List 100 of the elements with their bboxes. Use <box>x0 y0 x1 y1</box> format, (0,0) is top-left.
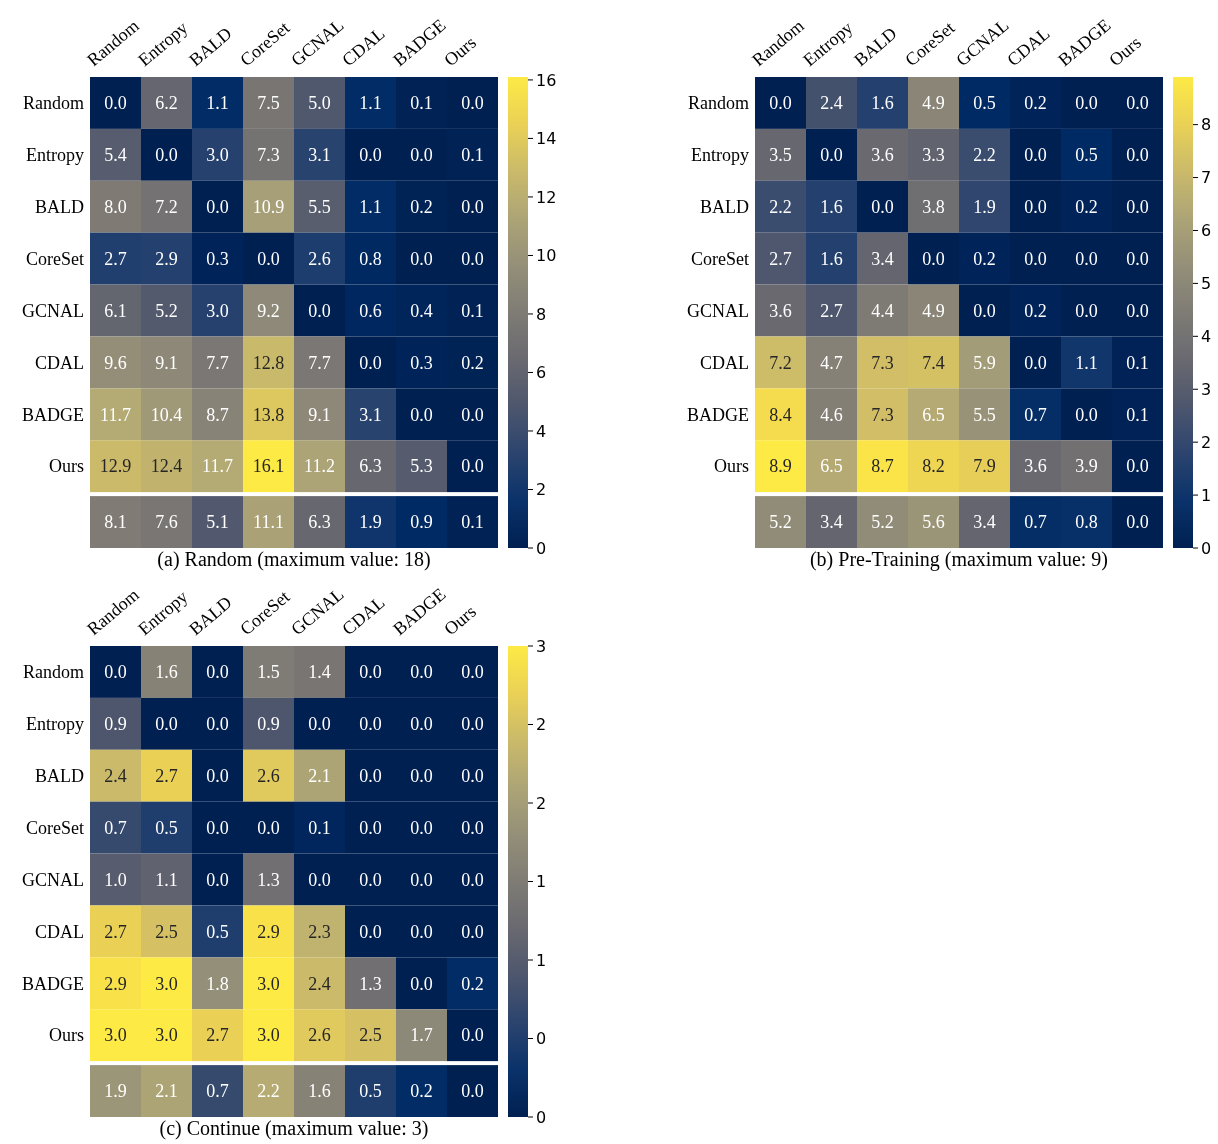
data-label: 3.0 <box>155 1025 178 1046</box>
data-label: 1.5 <box>257 662 280 683</box>
data-label: 0.0 <box>308 869 331 890</box>
color-bar-label: 3 <box>536 636 547 656</box>
color-bar-label: 1 <box>1201 485 1212 505</box>
data-label: 1.6 <box>155 662 178 683</box>
data-label: 0.5 <box>206 921 229 942</box>
data-label: 8.0 <box>104 197 127 218</box>
y-tick-label: CDAL <box>700 352 749 373</box>
data-label: 0.0 <box>1075 300 1098 321</box>
data-label: 0.0 <box>359 662 382 683</box>
data-label: 1.0 <box>104 869 127 890</box>
data-label: 0.0 <box>973 300 996 321</box>
data-label: 4.4 <box>871 300 894 321</box>
data-label: 3.1 <box>359 404 382 425</box>
data-label: 0.9 <box>410 512 433 533</box>
data-label: 0.0 <box>1024 197 1047 218</box>
data-label: 0.0 <box>410 145 433 166</box>
y-tick-label: Entropy <box>26 145 84 166</box>
data-label: 5.4 <box>104 145 127 166</box>
data-label: 6.3 <box>359 456 382 477</box>
data-label: 0.1 <box>1126 404 1149 425</box>
data-label: 0.5 <box>973 93 996 114</box>
data-label: 0.2 <box>1024 300 1047 321</box>
data-label: 9.1 <box>308 404 331 425</box>
text: (b) Pre-Training (maximum value: 9) <box>809 548 1109 571</box>
color-bar-label: 2 <box>1201 432 1212 452</box>
data-label: 0.0 <box>257 817 280 838</box>
data-label: 0.2 <box>973 248 996 269</box>
data-label: 3.6 <box>1024 456 1047 477</box>
color-bar-label: 1 <box>536 950 547 970</box>
data-label: 5.1 <box>206 512 229 533</box>
data-label: 5.2 <box>871 512 894 533</box>
data-label: 0.0 <box>410 662 433 683</box>
data-label: 2.1 <box>155 1081 178 1102</box>
data-label: 1.1 <box>1075 352 1098 373</box>
data-label: 7.6 <box>155 512 178 533</box>
data-label: 5.5 <box>308 197 331 218</box>
data-label: 0.2 <box>410 197 433 218</box>
data-label: 6.3 <box>308 512 331 533</box>
data-label: 5.2 <box>769 512 792 533</box>
y-tick-label: BADGE <box>687 404 749 425</box>
data-label: 6.5 <box>820 456 843 477</box>
data-label: 6.1 <box>104 300 127 321</box>
data-label: 1.3 <box>257 869 280 890</box>
y-tick-label: GCNAL <box>22 300 84 321</box>
data-label: 0.0 <box>1024 248 1047 269</box>
data-label: 3.0 <box>257 1025 280 1046</box>
color-bar-label: 12 <box>536 187 557 207</box>
data-label: 10.4 <box>150 404 183 425</box>
data-label: 0.0 <box>461 197 484 218</box>
data-label: 8.2 <box>922 456 945 477</box>
data-label: 0.0 <box>461 766 484 787</box>
color-bar-label: 8 <box>1201 115 1212 135</box>
data-label: 0.2 <box>410 1081 433 1102</box>
data-label: 1.6 <box>820 248 843 269</box>
color-bar-label: 6 <box>536 363 547 383</box>
color-bar-label: 2 <box>536 715 547 735</box>
data-label: 1.9 <box>359 512 382 533</box>
y-tick-label: BADGE <box>22 404 84 425</box>
data-label: 0.1 <box>1126 352 1149 373</box>
data-label: 8.7 <box>206 404 229 425</box>
data-label: 1.7 <box>410 1025 433 1046</box>
color-bar-label: 1 <box>536 872 547 892</box>
data-label: 0.0 <box>104 93 127 114</box>
data-label: 7.3 <box>871 404 894 425</box>
data-label: 0.0 <box>308 714 331 735</box>
data-label: 0.1 <box>410 93 433 114</box>
data-label: 0.0 <box>461 921 484 942</box>
data-label: 4.7 <box>820 352 843 373</box>
data-label: 9.1 <box>155 352 178 373</box>
data-label: 0.0 <box>1126 512 1149 533</box>
data-label: 1.1 <box>359 93 382 114</box>
y-tick-label: Random <box>23 93 84 114</box>
data-label: 0.0 <box>155 145 178 166</box>
data-label: 0.0 <box>1126 456 1149 477</box>
y-tick-label: Ours <box>49 456 84 477</box>
data-label: 0.0 <box>1126 300 1149 321</box>
color-bar-label: 4 <box>1201 326 1212 346</box>
data-label: 0.9 <box>257 714 280 735</box>
data-label: 0.0 <box>206 869 229 890</box>
data-label: 0.1 <box>461 300 484 321</box>
data-label: 0.0 <box>206 714 229 735</box>
data-label: 5.0 <box>308 93 331 114</box>
data-label: 8.4 <box>769 404 792 425</box>
y-tick-label: GCNAL <box>22 869 84 890</box>
data-label: 0.5 <box>359 1081 382 1102</box>
color-bar-label: 10 <box>536 246 557 266</box>
data-label: 0.3 <box>410 352 433 373</box>
data-label: 2.6 <box>308 1025 331 1046</box>
data-label: 7.2 <box>769 352 792 373</box>
data-label: 0.0 <box>922 248 945 269</box>
data-label: 0.0 <box>461 248 484 269</box>
data-label: 11.2 <box>304 456 335 477</box>
data-label: 5.9 <box>973 352 996 373</box>
data-label: 0.0 <box>410 973 433 994</box>
color-bar-label: 4 <box>536 421 547 441</box>
data-label: 1.6 <box>820 197 843 218</box>
data-label: 0.4 <box>410 300 433 321</box>
data-label: 3.4 <box>871 248 894 269</box>
